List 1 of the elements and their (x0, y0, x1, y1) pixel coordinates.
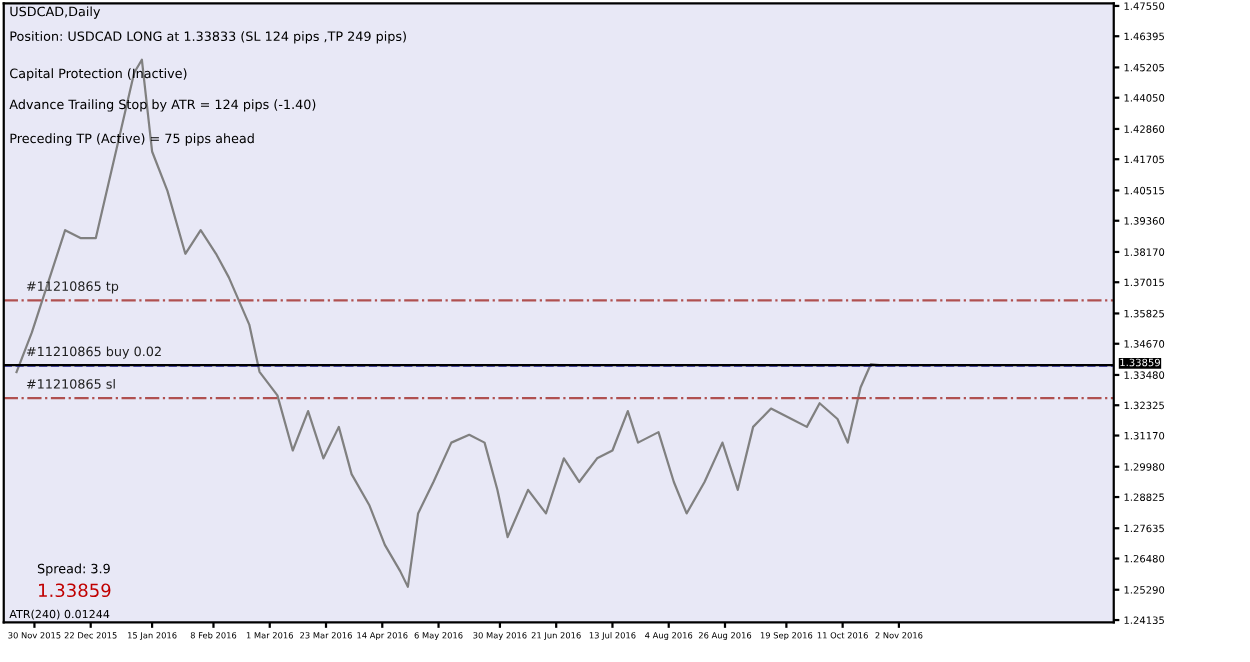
annotation: 1.33859 (39, 583, 111, 598)
